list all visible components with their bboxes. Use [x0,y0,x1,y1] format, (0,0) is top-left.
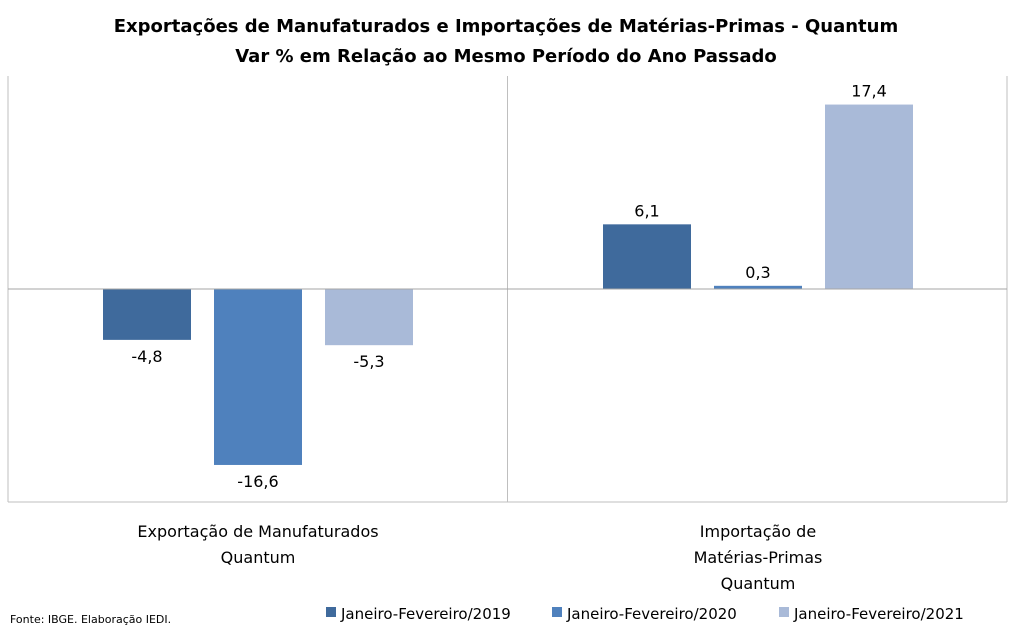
legend-swatch [552,607,562,617]
data-label: 17,4 [851,82,887,101]
chart-title: Exportações de Manufaturados e Importaçõ… [114,16,898,37]
bars [8,104,1007,465]
data-label: 6,1 [634,201,659,220]
legend-label: Janeiro-Fevereiro/2021 [793,605,964,623]
legend-item: Janeiro-Fevereiro/2019 [326,605,511,623]
data-label: -5,3 [353,352,384,371]
legend: Janeiro-Fevereiro/2019 Janeiro-Fevereiro/… [326,605,964,623]
bar [214,289,302,465]
category-label: Exportação de Manufaturados [137,522,378,541]
source-note: Fonte: IBGE. Elaboração IEDI. [10,613,171,626]
bar [325,289,413,346]
bar [103,289,191,340]
bar [603,224,691,289]
legend-item: Janeiro-Fevereiro/2021 [779,605,964,623]
category-label: Quantum [221,548,296,567]
legend-label: Janeiro-Fevereiro/2020 [566,605,737,623]
category-label: Matérias-Primas [694,548,823,567]
chart-subtitle: Var % em Relação ao Mesmo Período do Ano… [235,46,777,67]
legend-label: Janeiro-Fevereiro/2019 [340,605,511,623]
legend-swatch [326,607,336,617]
data-labels: -4,8 6,1 -16,6 0,3 -5,3 17,4 [131,82,886,491]
legend-item: Janeiro-Fevereiro/2020 [552,605,737,623]
category-label: Quantum [721,574,796,593]
bar [714,285,802,289]
legend-swatch [779,607,789,617]
data-label: -4,8 [131,347,162,366]
category-labels: Exportação de Manufaturados Quantum Import… [137,522,822,593]
data-label: -16,6 [237,472,278,491]
category-label: Importação de [700,522,816,541]
data-label: 0,3 [745,263,770,282]
bar [825,104,913,289]
